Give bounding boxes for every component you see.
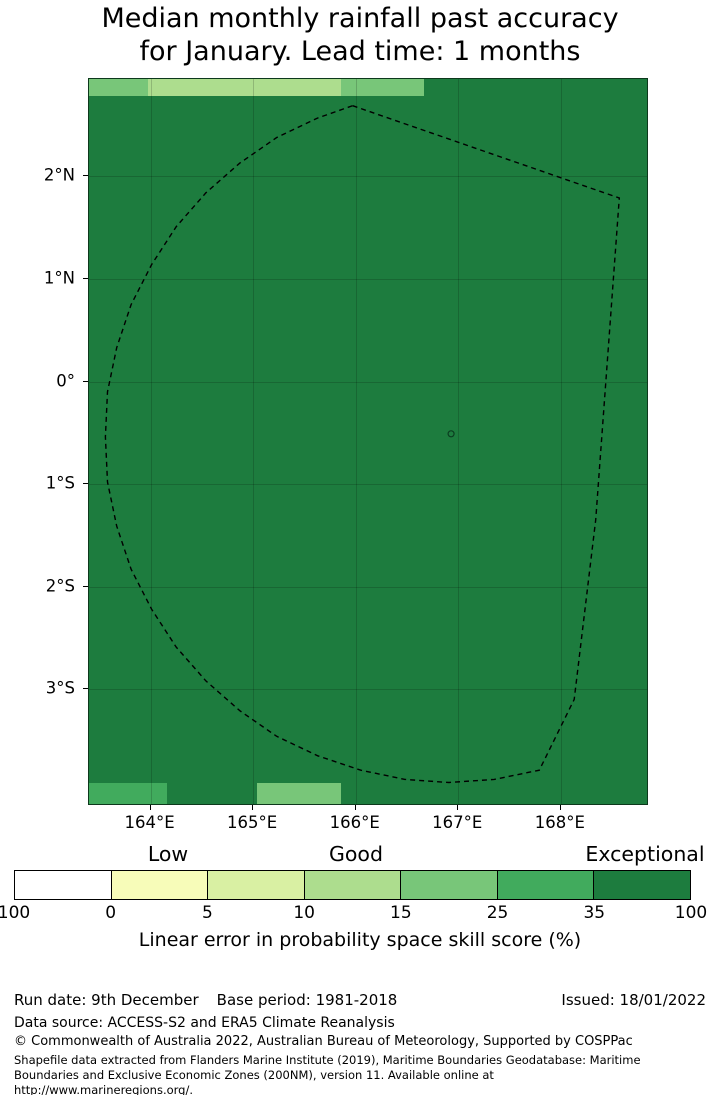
eez-boundary-overlay [104,104,621,784]
data-source-text: Data source: ACCESS-S2 and ERA5 Climate … [14,1015,395,1031]
skill-cell [341,79,425,97]
gridline-vertical [355,79,357,804]
gridline-horizontal [89,176,647,178]
gridline-horizontal [89,586,647,588]
x-tick-mark [252,805,254,810]
map-area [88,78,648,805]
x-axis: 164°E 165°E 166°E 167°E 168°E [88,805,648,835]
x-tick-mark [559,805,561,810]
gridline-vertical [253,79,255,804]
y-tick-label: 0° [56,371,75,390]
x-tick-label: 167°E [432,813,483,832]
x-tick-label: 164°E [124,813,175,832]
gridline-vertical [560,79,562,804]
y-tick-mark [83,380,88,382]
gridline-horizontal [89,381,647,383]
y-tick-label: 2°S [45,576,75,596]
eez-boundary-line [104,104,621,784]
gridline-horizontal [89,278,647,280]
colorbar-segment [593,870,692,900]
skill-cell [257,783,342,804]
good-label: Good [329,842,383,866]
y-tick-label: 2°N [43,165,75,185]
x-tick-mark [354,805,356,810]
y-tick-mark [83,483,88,485]
issued-text: Issued: 18/01/2022 [561,991,706,1009]
colorbar-segment [110,870,209,900]
skill-cell [148,79,342,97]
x-tick-label: 168°E [534,813,585,832]
exceptional-label: Exceptional [585,842,705,866]
y-tick-mark [83,585,88,587]
island-marker [447,430,455,438]
y-tick-mark [83,277,88,279]
skill-cell [89,783,167,804]
run-date-text: Run date: 9th December [14,991,199,1009]
chart-title: Median monthly rainfall past accuracy fo… [101,3,619,67]
low-label: Low [147,842,189,866]
colorbar-tick-label: 10 [293,903,315,923]
colorbar-segment [400,870,498,900]
gridline-horizontal [89,689,647,691]
x-tick-label: 166°E [329,813,380,832]
gridline-vertical [150,79,152,804]
gridline-horizontal [89,484,647,486]
colorbar [14,870,692,900]
y-tick-label: 3°S [45,678,75,698]
copyright-text: © Commonwealth of Australia 2022, Austra… [14,1034,633,1049]
colorbar-tick-label: 100 [0,903,31,923]
x-tick-mark [149,805,151,810]
colorbar-tick-label: 5 [202,903,213,923]
colorbar-tick-label: 0 [105,903,117,923]
y-axis: 2°N 1°N 0° 1°S 2°S 3°S [0,78,88,805]
colorbar-segment [207,870,305,900]
y-tick-mark [83,688,88,690]
skill-cell [89,79,149,97]
run-info-line: Run date: 9th December Base period: 1981-… [14,991,397,1009]
colorbar-segment [303,870,402,900]
colorbar-segment [496,870,595,900]
colorbar-segment [14,870,112,900]
y-tick-label: 1°N [43,268,75,288]
base-period-text: Base period: 1981-2018 [216,991,398,1009]
colorbar-tick-labels: 100 0 5 10 15 25 35 100 [0,903,707,925]
x-tick-label: 165°E [227,813,278,832]
colorbar-qualitative-labels: Low Good Exceptional [0,842,720,870]
colorbar-tick-label: 25 [486,903,509,923]
gridline-vertical [458,79,460,804]
shapefile-note-text: Shapefile data extracted from Flanders M… [14,1053,641,1095]
y-tick-label: 1°S [45,473,75,493]
colorbar-caption: Linear error in probability space skill … [138,929,582,951]
x-tick-mark [457,805,459,810]
colorbar-tick-label: 15 [390,903,412,923]
colorbar-tick-label: 35 [583,903,606,923]
y-tick-mark [83,175,88,177]
colorbar-tick-label: 100 [674,903,708,923]
